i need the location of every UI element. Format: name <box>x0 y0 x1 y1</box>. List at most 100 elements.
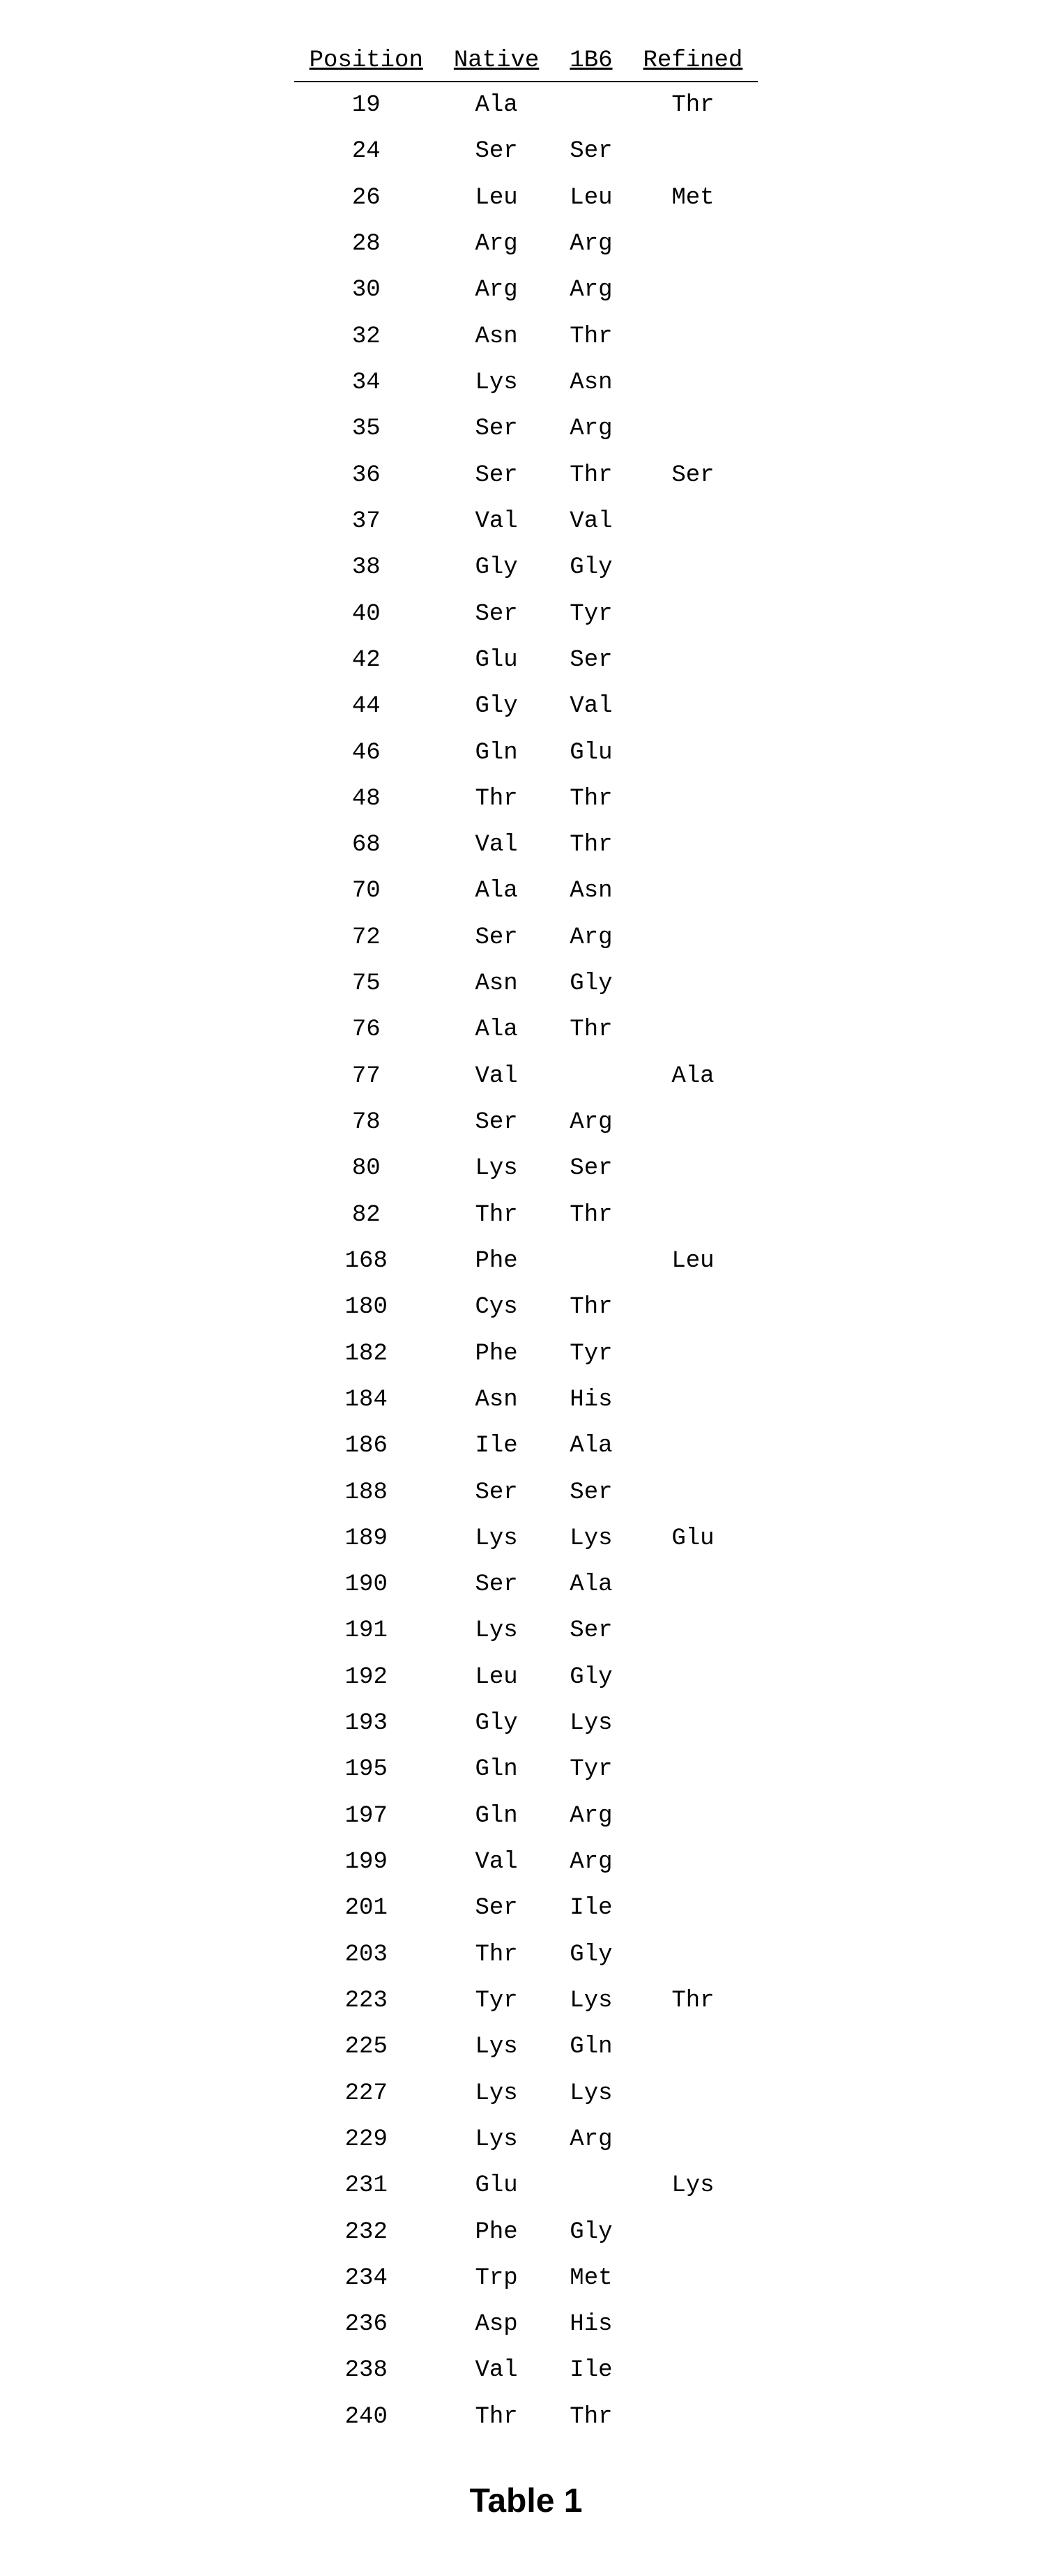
table-row: 225LysGln <box>294 2024 758 2070</box>
table-cell <box>628 961 758 1007</box>
table-cell <box>628 1330 758 1376</box>
table-cell: Lys <box>439 1516 554 1562</box>
table-cell: 195 <box>294 1746 439 1792</box>
table-cell: Asn <box>439 961 554 1007</box>
table-cell: Val <box>439 822 554 868</box>
table-cell: Phe <box>439 1330 554 1376</box>
table-cell: Trp <box>439 2255 554 2301</box>
table-cell: Leu <box>628 1238 758 1284</box>
table-cell <box>628 2301 758 2347</box>
table-cell: Ser <box>628 452 758 498</box>
table-cell: Gly <box>554 1654 627 1700</box>
table-row: 229LysArg <box>294 2117 758 2163</box>
table-cell: Ala <box>554 1423 627 1469</box>
table-row: 35SerArg <box>294 406 758 452</box>
table-cell: Arg <box>554 267 627 313</box>
table-cell: Gly <box>554 544 627 590</box>
table-cell: Lys <box>439 2024 554 2070</box>
table-row: 82ThrThr <box>294 1192 758 1238</box>
table-row: 40SerTyr <box>294 590 758 637</box>
table-cell: Ser <box>554 1469 627 1515</box>
table-cell: Thr <box>628 1978 758 2024</box>
table-cell <box>628 1007 758 1053</box>
table-cell: Tyr <box>554 590 627 637</box>
table-row: 203ThrGly <box>294 1932 758 1978</box>
table-cell <box>628 1793 758 1839</box>
table-cell: 77 <box>294 1053 439 1099</box>
table-body: 19AlaThr24SerSer26LeuLeuMet28ArgArg30Arg… <box>294 82 758 2440</box>
table-row: 38GlyGly <box>294 544 758 590</box>
table-row: 26LeuLeuMet <box>294 175 758 221</box>
table-cell: 37 <box>294 498 439 544</box>
table-row: 168Phe Leu <box>294 1238 758 1284</box>
page-container: Position Native 1B6 Refined 19AlaThr24Se… <box>0 0 1052 2576</box>
table-cell: Ser <box>439 128 554 174</box>
table-cell: 30 <box>294 267 439 313</box>
table-cell <box>628 2117 758 2163</box>
table-cell <box>628 915 758 961</box>
table-cell <box>628 729 758 775</box>
table-cell <box>554 82 627 128</box>
table-cell: 201 <box>294 1885 439 1931</box>
table-row: 238ValIle <box>294 2347 758 2393</box>
table-cell: His <box>554 2301 627 2347</box>
table-row: 32AsnThr <box>294 314 758 360</box>
table-cell: Ser <box>439 406 554 452</box>
table-row: 46GlnGlu <box>294 729 758 775</box>
table-cell: 72 <box>294 915 439 961</box>
table-cell <box>628 776 758 822</box>
table-cell: Val <box>554 498 627 544</box>
table-cell: Ser <box>439 915 554 961</box>
table-cell: Lys <box>439 2117 554 2163</box>
table-cell: Glu <box>554 729 627 775</box>
table-cell: Asn <box>439 1377 554 1423</box>
table-cell <box>628 267 758 313</box>
table-cell: His <box>554 1377 627 1423</box>
table-row: 240ThrThr <box>294 2394 758 2440</box>
table-cell: Ser <box>554 637 627 683</box>
table-cell: Ser <box>554 1145 627 1191</box>
table-row: 197GlnArg <box>294 1793 758 1839</box>
table-cell: Gly <box>439 683 554 729</box>
table-row: 19AlaThr <box>294 82 758 128</box>
table-cell: Ala <box>439 868 554 914</box>
table-cell: Asn <box>554 360 627 406</box>
table-cell <box>628 2347 758 2393</box>
table-row: 186IleAla <box>294 1423 758 1469</box>
table-cell: Thr <box>439 2394 554 2440</box>
table-cell: Gly <box>554 1932 627 1978</box>
table-row: 48ThrThr <box>294 776 758 822</box>
table-cell <box>628 498 758 544</box>
table-cell: 19 <box>294 82 439 128</box>
table-cell <box>628 2394 758 2440</box>
table-cell: Met <box>554 2255 627 2301</box>
table-cell: Phe <box>439 1238 554 1284</box>
table-cell: Tyr <box>554 1746 627 1792</box>
table-cell: Lys <box>554 1978 627 2024</box>
table-row: 72SerArg <box>294 915 758 961</box>
table-cell <box>628 1145 758 1191</box>
table-cell: 34 <box>294 360 439 406</box>
table-cell <box>628 1746 758 1792</box>
table-cell: 168 <box>294 1238 439 1284</box>
table-cell: 44 <box>294 683 439 729</box>
table-cell <box>628 1932 758 1978</box>
table-cell <box>628 1284 758 1330</box>
table-cell <box>628 637 758 683</box>
table-cell: Ile <box>554 2347 627 2393</box>
table-cell: Asp <box>439 2301 554 2347</box>
table-cell <box>628 544 758 590</box>
table-row: 24SerSer <box>294 128 758 174</box>
table-cell: 197 <box>294 1793 439 1839</box>
table-cell <box>554 1053 627 1099</box>
table-cell <box>628 2255 758 2301</box>
table-cell: Leu <box>439 175 554 221</box>
table-cell <box>628 1700 758 1746</box>
table-cell: Lys <box>439 2070 554 2116</box>
table-cell: Thr <box>554 822 627 868</box>
table-row: 199ValArg <box>294 1839 758 1885</box>
table-cell <box>628 221 758 267</box>
table-cell: Thr <box>439 1932 554 1978</box>
table-cell: 42 <box>294 637 439 683</box>
table-cell: Thr <box>554 1007 627 1053</box>
